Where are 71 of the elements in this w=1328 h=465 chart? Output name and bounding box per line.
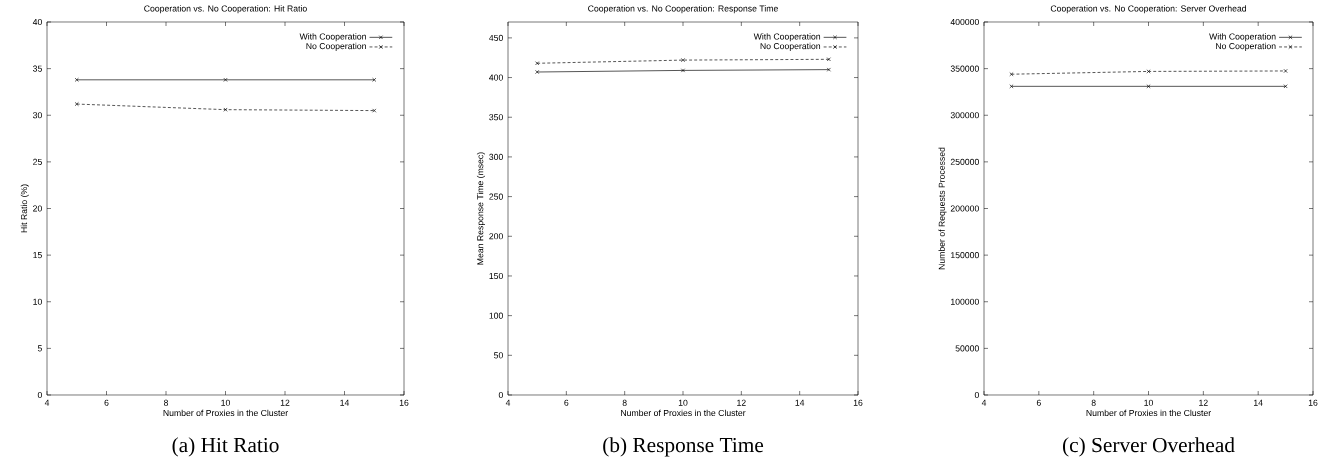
point: [223, 77, 228, 82]
x-axis-title: Number of Proxies in the Cluster: [621, 409, 746, 417]
y-tick-label: 350: [489, 114, 503, 121]
y-tick-label: 200000: [950, 205, 979, 212]
legend-label: With Cooperation: [1209, 33, 1276, 42]
y-tick-label: 350000: [950, 65, 979, 72]
x-tick-label: 4: [981, 399, 987, 406]
x-tick-label: 8: [1091, 399, 1096, 406]
legend-label: With Cooperation: [753, 33, 821, 42]
y-axis-title: Hit Ratio (%): [20, 184, 29, 233]
x-tick-label: 8: [622, 399, 627, 406]
y-tick-label: 15: [33, 252, 42, 259]
y-tick-label: 100000: [951, 298, 979, 305]
chart-title: Cooperation vs. No Cooperation: Response Time: [588, 5, 778, 14]
point: [223, 107, 228, 112]
y-tick-label: 40: [32, 18, 42, 26]
y-axis-title: Number of Requests Processed: [938, 147, 947, 270]
legend-label: No Cooperation: [306, 42, 366, 51]
y-tick-label: 30: [32, 112, 42, 119]
y-tick-label: 300: [489, 153, 503, 160]
y-tick-label: 0: [498, 391, 503, 399]
legend-label: With Cooperation: [299, 33, 366, 42]
point: [74, 102, 79, 107]
x-axis-title: Number of Proxies in the Cluster: [163, 409, 288, 417]
y-tick-label: 450: [489, 34, 503, 41]
y-tick-label: 150000: [951, 252, 979, 259]
x-tick-label: 14: [340, 399, 350, 406]
x-tick-label: 6: [564, 399, 569, 406]
y-tick-label: 10: [33, 298, 42, 305]
text: (a) Hit Ratio: [172, 437, 279, 457]
y-tick-label: 250: [489, 193, 503, 200]
y-axis-title: Mean Response Time (msec): [476, 152, 486, 265]
x-tick-label: 12: [737, 399, 746, 406]
y-tick-label: 200: [489, 233, 503, 240]
x-tick-label: 12: [1199, 399, 1208, 406]
x-axis-title: Number of Proxies in the Cluster: [1086, 409, 1211, 417]
y-tick-label: 100: [489, 312, 503, 319]
x-tick-label: 16: [853, 399, 863, 406]
y-tick-label: 35: [32, 65, 42, 72]
x-tick-label: 6: [104, 399, 109, 406]
x-tick-label: 12: [280, 399, 290, 406]
y-tick-label: 5: [37, 345, 42, 352]
x-tick-label: 4: [44, 399, 50, 406]
text: (b) Response Time: [603, 437, 764, 457]
y-tick-label: 400000: [950, 18, 979, 26]
text: (c) Server Overhead: [1062, 437, 1235, 457]
y-tick-label: 50: [494, 352, 503, 359]
y-tick-label: 300000: [950, 112, 979, 119]
y-tick-label: 250000: [950, 158, 979, 165]
x-tick-label: 16: [1308, 399, 1318, 406]
x-tick-label: 6: [1036, 399, 1041, 406]
y-tick-label: 150: [489, 272, 503, 280]
legend-label: No Cooperation: [1216, 42, 1276, 51]
x-tick-label: 14: [795, 399, 805, 406]
x-tick-label: 8: [163, 399, 169, 406]
x-tick-label: 16: [399, 399, 409, 406]
y-tick-label: 50000: [955, 345, 979, 352]
y-tick-label: 20: [33, 205, 42, 212]
chart-title: Cooperation vs. No Cooperation: Server Overhead: [1050, 5, 1247, 14]
x-tick-label: 10: [221, 399, 230, 406]
y-tick-label: 400: [489, 74, 503, 81]
x-tick-label: 4: [505, 399, 511, 406]
y-tick-label: 0: [37, 391, 42, 399]
x-tick-label: 14: [1254, 399, 1263, 406]
point: [372, 108, 377, 113]
y-tick-label: 0: [974, 391, 979, 399]
chart-title: Cooperation vs. No Cooperation: Hit Ratio: [144, 5, 307, 14]
x-tick-label: 10: [678, 399, 688, 406]
y-tick-label: 25: [33, 158, 42, 165]
x-tick-label: 10: [1144, 399, 1153, 406]
legend-label: No Cooperation: [760, 42, 821, 51]
